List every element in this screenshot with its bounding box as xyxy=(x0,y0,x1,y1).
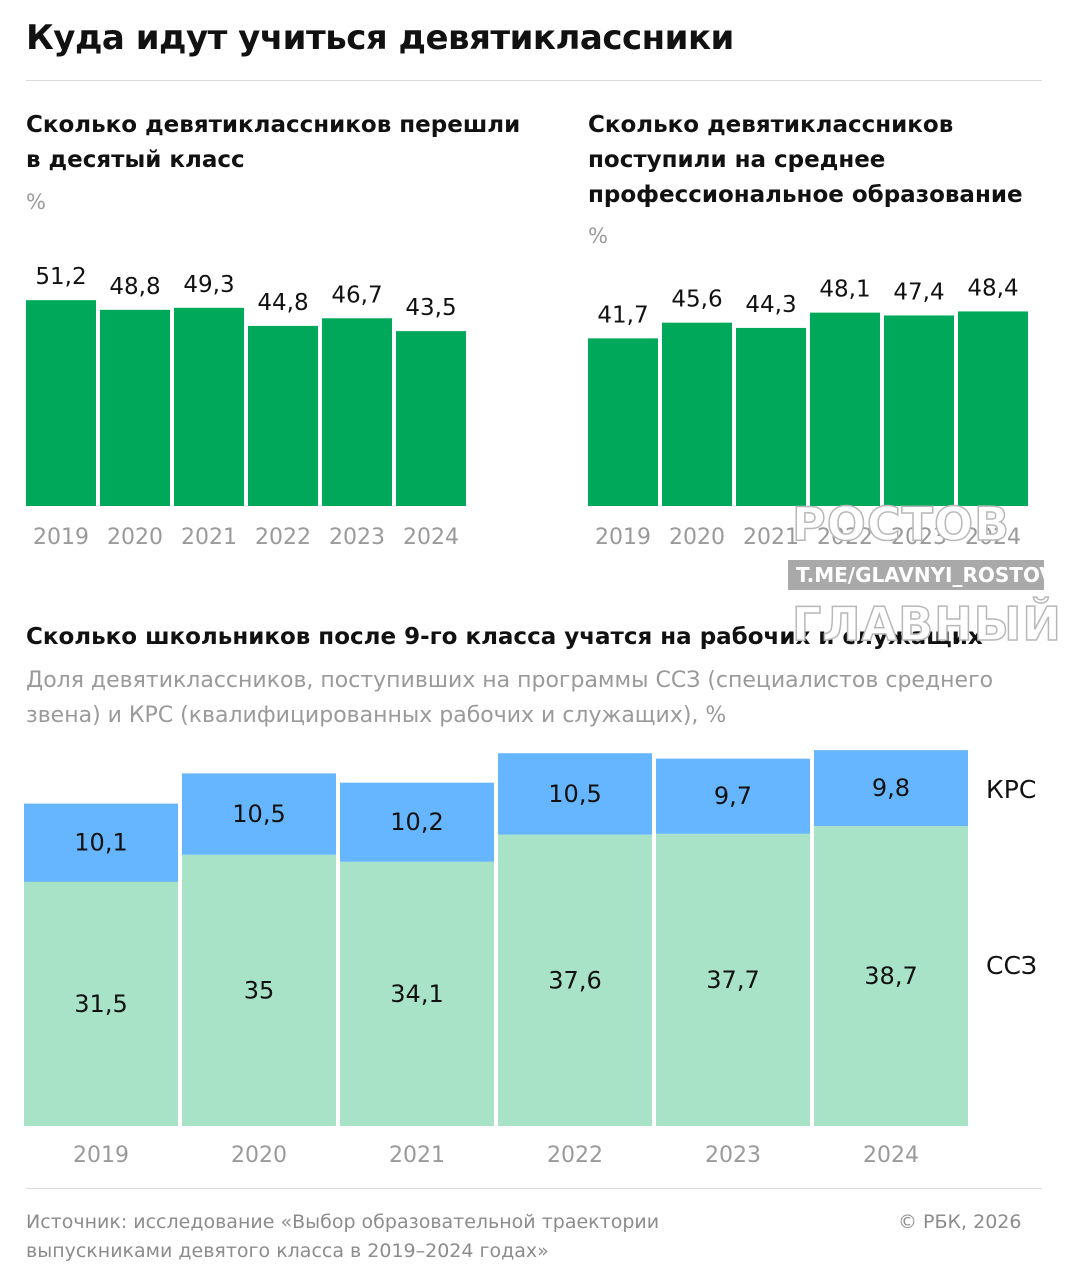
chart2-bar xyxy=(662,322,732,506)
chart1-value-label: 49,3 xyxy=(183,272,234,298)
chart1-tick-label: 2020 xyxy=(107,525,163,550)
chart1-value-label: 46,7 xyxy=(331,282,382,308)
chart2-unit: % xyxy=(588,224,608,248)
chart3-tick-label: 2023 xyxy=(705,1143,761,1168)
legend-krs: КРС xyxy=(986,775,1036,804)
chart2-value-label: 44,3 xyxy=(745,292,796,318)
chart3-bar-krs xyxy=(814,750,968,827)
chart1-tick-label: 2023 xyxy=(329,525,385,550)
chart3-value-label-ssz: 37,6 xyxy=(548,966,601,994)
chart3-value-label-krs: 9,7 xyxy=(714,782,752,810)
chart1-tick-label: 2024 xyxy=(403,525,459,550)
watermark-line2: T.ME/GLAVNYI_ROSTOV xyxy=(796,563,1055,587)
chart3-subtitle: Доля девятиклассников, поступивших на пр… xyxy=(26,668,994,728)
chart1-tick-label: 2022 xyxy=(255,525,311,550)
chart1-bar xyxy=(322,318,392,506)
chart2-bar xyxy=(588,338,658,506)
chart1-bar xyxy=(100,309,170,506)
watermark: РОСТОВ T.ME/GLAVNYI_ROSTOV ГЛАВНЫЙ xyxy=(788,496,1062,652)
chart2-bar xyxy=(884,315,954,506)
chart2-tick-label: 2019 xyxy=(595,525,651,550)
chart3-bar-krs xyxy=(656,758,810,834)
chart2-tick-label: 2020 xyxy=(669,525,725,550)
chart2-tick-label: 2024 xyxy=(965,525,1021,550)
chart2-value-label: 45,6 xyxy=(671,287,722,313)
chart2-bar xyxy=(810,312,880,506)
chart1-value-label: 48,8 xyxy=(109,274,160,300)
chart3-bar-ssz xyxy=(24,881,178,1126)
chart3-tick-label: 2020 xyxy=(231,1143,287,1168)
chart3-value-label-krs: 9,8 xyxy=(872,774,910,802)
chart1-value-label: 43,5 xyxy=(405,295,456,321)
chart2-value-label: 48,1 xyxy=(819,277,870,303)
page-title: Куда идут учиться девятиклассники xyxy=(26,18,734,58)
chart3-value-label-ssz: 34,1 xyxy=(390,980,443,1008)
chart3-value-label-krs: 10,5 xyxy=(232,800,285,828)
copyright: © РБК, 2026 xyxy=(898,1211,1022,1233)
chart1-value-label: 51,2 xyxy=(35,264,86,290)
chart3-bar-krs xyxy=(24,803,178,882)
chart1-unit: % xyxy=(26,190,46,214)
chart1-bar xyxy=(248,325,318,506)
chart3-value-label-ssz: 37,7 xyxy=(706,966,759,994)
chart3-tick-label: 2019 xyxy=(73,1143,129,1168)
chart3-tick-label: 2021 xyxy=(389,1143,445,1168)
chart2-bar xyxy=(958,311,1028,506)
chart3-bar-krs xyxy=(340,782,494,862)
chart3-bar-ssz xyxy=(340,861,494,1126)
chart2-tick-label: 2022 xyxy=(817,525,873,550)
chart2-tick-label: 2023 xyxy=(891,525,947,550)
chart1-bar xyxy=(174,307,244,506)
chart3-value-label-ssz: 38,7 xyxy=(864,962,917,990)
footer-divider xyxy=(26,1188,1042,1189)
watermark-band xyxy=(788,560,1044,590)
chart2-tick-label: 2021 xyxy=(743,525,799,550)
chart3-tick-label: 2022 xyxy=(547,1143,603,1168)
chart3-value-label-ssz: 31,5 xyxy=(74,990,127,1018)
chart2-title: Сколько девятиклассников поступили на ср… xyxy=(588,112,1023,208)
watermark-line3: ГЛАВНЫЙ xyxy=(792,597,1062,651)
chart3-bar-krs xyxy=(182,773,336,855)
chart1-bar xyxy=(26,300,96,506)
chart3-bar-ssz xyxy=(814,826,968,1126)
chart3-bar-krs xyxy=(498,753,652,835)
chart2-value-label: 48,4 xyxy=(967,275,1018,301)
title-divider xyxy=(26,80,1042,81)
source-note: Источник: исследование «Выбор образовате… xyxy=(26,1208,886,1266)
chart1-tick-label: 2019 xyxy=(33,525,89,550)
source-line-2: выпускниками девятого класса в 2019–2024… xyxy=(26,1240,549,1262)
chart3-value-label-krs: 10,2 xyxy=(390,808,443,836)
chart3-value-label-krs: 10,5 xyxy=(548,780,601,808)
chart3-value-label-ssz: 35 xyxy=(244,976,275,1004)
chart2-value-label: 47,4 xyxy=(893,279,944,305)
chart1-title: Сколько девятиклассников перешли в десят… xyxy=(26,112,521,173)
watermark-line1: РОСТОВ xyxy=(792,497,1010,551)
chart2-bar xyxy=(736,327,806,506)
chart1-bar xyxy=(396,331,466,506)
chart1-value-label: 44,8 xyxy=(257,290,308,316)
chart3-bar-ssz xyxy=(656,833,810,1126)
legend-ssz: ССЗ xyxy=(986,951,1037,980)
chart3-tick-label: 2024 xyxy=(863,1143,919,1168)
chart1-tick-label: 2021 xyxy=(181,525,237,550)
chart2-value-label: 41,7 xyxy=(597,302,648,328)
chart3-bar-ssz xyxy=(182,854,336,1126)
source-line-1: Источник: исследование «Выбор образовате… xyxy=(26,1211,660,1233)
chart3-title: Сколько школьников после 9-го класса уча… xyxy=(26,624,983,650)
chart3-bar-ssz xyxy=(498,834,652,1126)
chart3-value-label-krs: 10,1 xyxy=(74,829,127,857)
